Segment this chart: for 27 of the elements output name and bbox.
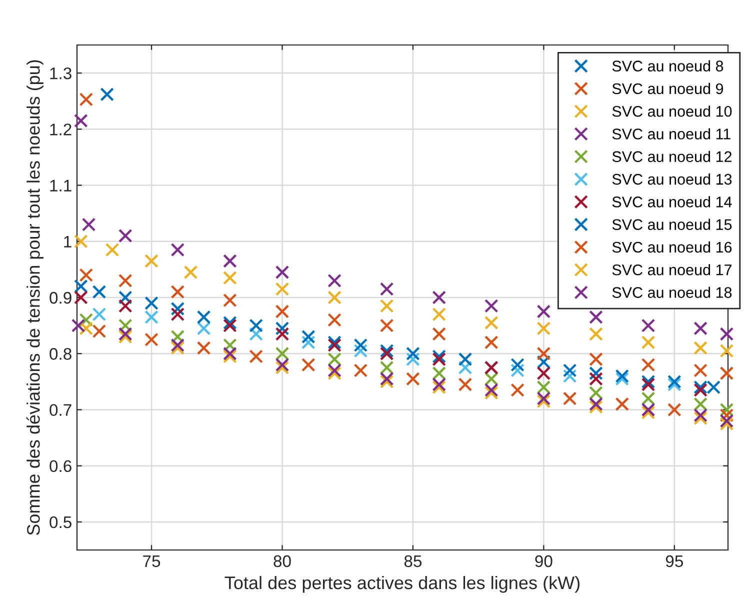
y-tick-label: 0.9 (50, 292, 72, 304)
x-tick-label: 75 (143, 555, 160, 568)
y-tick-label: 0.6 (50, 460, 72, 472)
y-axis-title: Somme des déviations de tension pour tout les noeuds (pu) (26, 60, 44, 536)
x-axis-title: Total des pertes actives dans les lignes (kW) (224, 576, 580, 593)
x-tick-label: 90 (535, 555, 552, 568)
legend-label: SVC au noeud 13 (612, 174, 732, 185)
x-tick-label: 85 (404, 555, 422, 568)
legend-label: SVC au noeud 14 (612, 196, 732, 208)
legend-label: SVC au noeud 18 (612, 286, 732, 298)
legend-label: SVC au noeud 11 (612, 128, 730, 140)
legend-label: SVC au noeud 17 (612, 264, 732, 276)
y-tick-label: 1.1 (50, 180, 72, 192)
y-tick-label: 1.3 (50, 67, 72, 80)
y-tick-label: 0.8 (50, 348, 72, 360)
legend-label: SVC au noeud 10 (612, 106, 732, 117)
legend-label: SVC au noeud 16 (612, 241, 732, 253)
y-tick-label: 1 (64, 236, 72, 248)
legend-label: SVC au noeud 8 (612, 60, 724, 72)
y-tick-label: 0.7 (50, 404, 72, 416)
y-tick-label: 0.5 (50, 516, 72, 528)
x-tick-label: 80 (274, 555, 291, 568)
legend-label: SVC au noeud 9 (612, 82, 724, 94)
legend-label: SVC au noeud 15 (612, 218, 732, 230)
y-tick-label: 1.2 (50, 124, 72, 136)
x-tick-label: 95 (666, 555, 683, 568)
legend-label: SVC au noeud 12 (612, 150, 732, 162)
